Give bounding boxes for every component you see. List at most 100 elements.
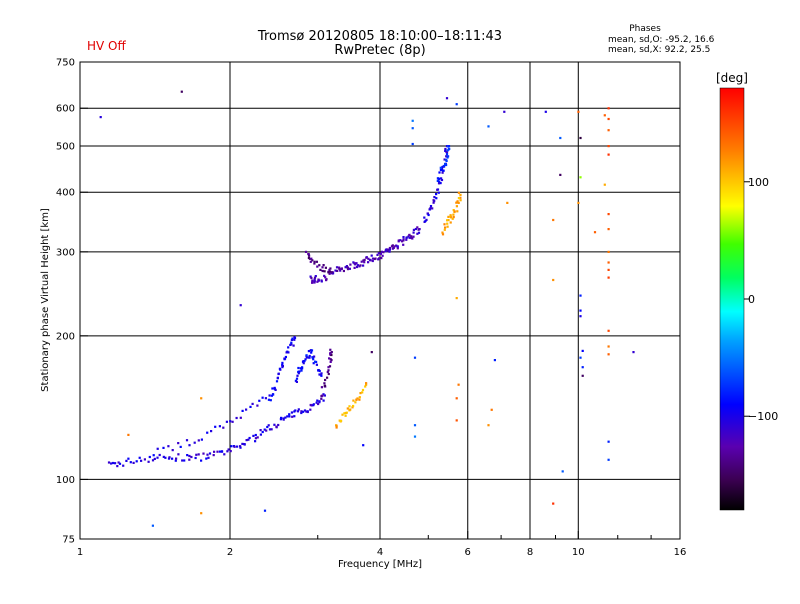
echo-point [311,259,314,262]
echo-point [579,294,582,297]
echo-point [180,90,183,93]
echo-point [346,407,349,410]
echo-point [167,457,171,460]
echo-point [445,145,449,148]
echo-point [455,297,458,300]
echo-point [197,453,200,456]
echo-point [296,374,299,377]
echo-point [205,457,208,460]
echo-point [328,357,331,360]
echo-point [177,442,180,445]
echo-point [305,356,308,359]
echo-point [239,445,242,448]
echo-point [354,401,357,404]
echo-point [441,231,444,234]
echo-point [607,440,610,443]
y-tick-label: 300 [56,247,75,258]
echo-point [268,394,271,397]
echo-point [356,397,359,400]
echo-point [274,388,277,391]
echo-point [439,182,442,185]
echo-point [445,155,448,158]
echo-point [143,458,146,461]
echo-point [291,415,294,418]
colorbar-label: [deg] [716,71,748,85]
echo-point [261,430,264,434]
echo-point [487,424,490,427]
echo-point [444,226,447,229]
echo-point [363,261,366,264]
echo-point [295,377,299,380]
echo-point [407,235,410,238]
echo-point [297,366,300,370]
echo-point [433,200,436,203]
echo-point [382,251,385,254]
echo-point [345,265,348,268]
echo-point [321,269,324,273]
echo-point [603,114,606,117]
echo-point [188,454,191,458]
echo-point [305,410,308,413]
echo-point [303,409,307,412]
echo-point [446,149,449,152]
echo-point [437,191,440,194]
echo-point [607,329,610,332]
echo-point [457,197,460,200]
echo-point [265,429,268,432]
echo-point [443,228,446,231]
echo-point [446,156,449,159]
echo-point [312,358,315,361]
echo-point [378,257,381,260]
echo-point [349,408,352,411]
echo-point [371,257,375,260]
echo-point [218,450,222,453]
echo-point [365,382,368,385]
echo-point [380,250,383,253]
echo-point [552,218,555,222]
echo-point [413,424,417,427]
echo-point [235,416,238,420]
echo-point [229,420,232,423]
echo-point [579,315,582,318]
echo-point [183,459,186,462]
echo-point [351,406,354,409]
echo-point [329,360,332,363]
echo-point [457,383,460,386]
echo-point [118,462,122,465]
echo-point [432,201,435,204]
y-axis-ticks: 75 100 200 300 400 500 600 750 [56,58,88,546]
echo-point [607,353,610,356]
echo-point [99,116,102,119]
echo-point [559,173,562,176]
echo-point [318,373,321,376]
echo-point [147,460,150,463]
echo-point [607,458,610,461]
echo-point [288,415,291,418]
echo-point [402,236,405,239]
echo-point [317,279,320,282]
echo-point [411,127,414,130]
echo-point [384,250,387,253]
echo-point [367,261,370,264]
echo-point [579,356,582,359]
echo-point [308,257,311,260]
echo-point [356,264,359,267]
echo-point [349,263,352,266]
echo-point [328,365,332,368]
echo-point [579,136,582,140]
echo-point [313,280,316,283]
echo-point [135,460,138,463]
echo-point [441,169,445,172]
echo-point [438,171,441,174]
echo-point [193,441,196,444]
echo-point [177,453,180,456]
echo-point [449,216,453,219]
echo-point [303,360,306,363]
echo-point [342,269,345,273]
echo-point [367,257,370,260]
echo-point [317,369,320,372]
echo-point [336,269,339,272]
echo-point [459,196,462,199]
echo-point [206,431,209,434]
